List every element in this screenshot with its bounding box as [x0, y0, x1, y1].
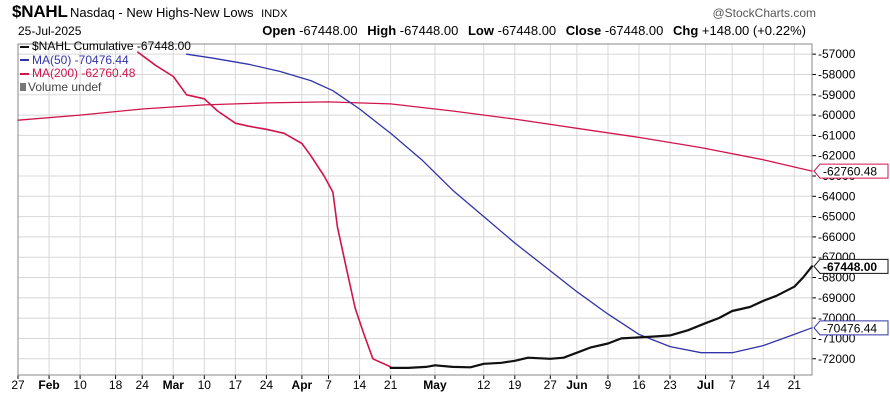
y-tick-label: -59000 — [818, 88, 856, 102]
y-tick-label: -60000 — [818, 108, 856, 122]
x-tick-label: May — [423, 378, 447, 392]
symbol-title: $NAHL — [12, 2, 68, 21]
brand-watermark: @StockCharts.com — [712, 6, 816, 20]
x-tick-label: 16 — [632, 378, 646, 392]
legend-price-text: $NAHL Cumulative -67448.00 — [32, 39, 191, 53]
plot-frame — [17, 43, 813, 376]
y-tick-label: -65000 — [818, 210, 856, 224]
x-tick-label: 12 — [477, 378, 491, 392]
value-tag-label-ma200: -62760.48 — [823, 165, 877, 179]
legend-ma50: MA(50) -70476.44 — [20, 52, 191, 68]
value-tag-label-price: -67448.00 — [823, 260, 877, 274]
x-tick-label: Jul — [697, 378, 714, 392]
legend-ma50-swatch — [20, 59, 29, 62]
chart-date: 25-Jul-2025 — [18, 24, 82, 38]
legend-ma200-swatch — [20, 72, 29, 75]
low-label: Low — [467, 23, 494, 38]
chart-header: $NAHL Nasdaq - New Highs-New Lows INDX @… — [0, 0, 890, 44]
y-tick-label: -58000 — [818, 67, 856, 81]
legend-price: $NAHL Cumulative -67448.00 — [20, 39, 191, 54]
x-tick-label: 10 — [73, 378, 87, 392]
high-label: High — [367, 23, 397, 38]
chg-label: Chg — [673, 23, 699, 38]
close-value: -67448.00 — [604, 23, 664, 38]
open-value: -67448.00 — [299, 23, 358, 38]
value-tag-ma50 — [813, 320, 889, 336]
y-tick-label: -66000 — [818, 230, 856, 244]
legend-ma200: MA(200) -62760.48 — [20, 66, 191, 81]
high-value: -67448.00 — [399, 23, 459, 38]
y-tick-label: -64000 — [818, 189, 856, 203]
series-line-ma50 — [185, 53, 813, 354]
x-tick-label: 24 — [136, 378, 150, 392]
chg-value: +148.00 (+0.22%) — [701, 23, 806, 38]
x-tick-label: 21 — [384, 378, 398, 392]
chart-legend: $NAHL Cumulative -67448.00 MA(50) -70476… — [20, 39, 191, 95]
y-tick-label: -68000 — [818, 271, 856, 285]
series-line-price — [389, 265, 814, 369]
x-tick-label: 27 — [544, 378, 558, 392]
value-tag-label-ma50: -70476.44 — [823, 321, 877, 335]
y-tick-label: -69000 — [818, 291, 856, 305]
x-tick-label: Jun — [566, 378, 587, 392]
x-tick-label: 7 — [325, 378, 332, 392]
x-tick-label: 17 — [229, 378, 243, 392]
x-tick-label: 18 — [109, 378, 123, 392]
x-tick-label: 23 — [663, 378, 677, 392]
description-text: Nasdaq - New Highs-New Lows — [70, 5, 254, 20]
legend-volume: Volume undef — [20, 79, 191, 95]
series-line-ma200_early — [137, 51, 392, 368]
y-tick-label: -72000 — [818, 352, 856, 366]
x-tick-label: 24 — [260, 378, 274, 392]
x-tick-label: 14 — [757, 378, 771, 392]
x-tick-label: Feb — [38, 378, 59, 392]
value-tag-ma200 — [813, 163, 889, 179]
x-tick-label: 7 — [729, 378, 736, 392]
x-tick-label: 19 — [508, 378, 522, 392]
value-tag-price — [813, 258, 889, 274]
x-tick-label: Mar — [163, 378, 185, 392]
x-tick-label: 10 — [198, 378, 212, 392]
y-tick-label: -62000 — [818, 149, 856, 163]
legend-volume-text: Volume undef — [28, 79, 102, 94]
volume-bars-icon — [20, 83, 26, 92]
y-tick-label: -57000 — [818, 47, 856, 61]
legend-ma50-text: MA(50) -70476.44 — [32, 52, 129, 67]
close-label: Close — [565, 23, 602, 38]
series-line-ma200 — [17, 101, 813, 172]
x-tick-label: Apr — [292, 378, 313, 392]
x-tick-label: 27 — [11, 378, 25, 392]
legend-price-swatch — [20, 45, 29, 48]
y-tick-label: -61000 — [818, 128, 856, 142]
low-value: -67448.00 — [497, 23, 557, 38]
x-tick-label: 9 — [605, 378, 612, 392]
ohlc-readout: Open -67448.00 High -67448.00 Low -67448… — [256, 23, 806, 38]
x-tick-label: 14 — [353, 378, 367, 392]
exchange-label: INDX — [261, 8, 288, 20]
x-tick-label: 21 — [788, 378, 802, 392]
legend-ma200-text: MA(200) -62760.48 — [32, 66, 136, 80]
symbol-description: Nasdaq - New Highs-New Lows INDX — [70, 5, 287, 20]
open-label: Open — [262, 23, 296, 38]
